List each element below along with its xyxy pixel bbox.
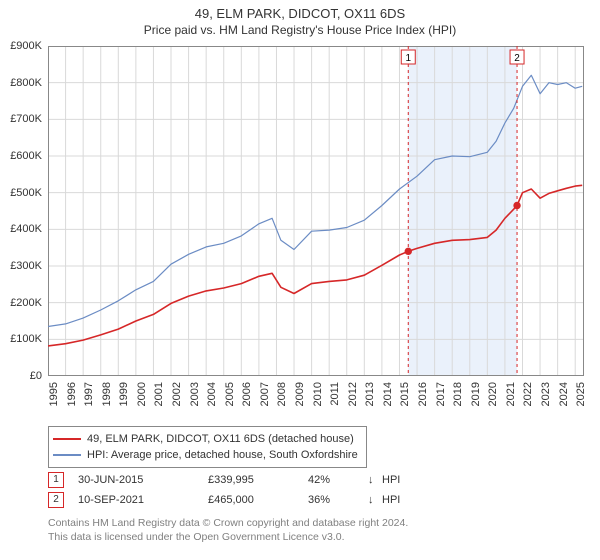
x-tick-label: 2025 xyxy=(575,382,587,406)
x-tick-label: 2022 xyxy=(522,382,534,406)
y-axis-labels: £0£100K£200K£300K£400K£500K£600K£700K£80… xyxy=(0,46,44,376)
x-tick-label: 1999 xyxy=(118,382,130,406)
transaction-date: 10-SEP-2021 xyxy=(78,494,208,506)
x-tick-label: 2014 xyxy=(382,382,394,406)
x-tick-label: 2016 xyxy=(417,382,429,406)
transaction-row: 2 10-SEP-2021£465,00036%↓HPI xyxy=(48,490,422,510)
chart-subtitle: Price paid vs. HM Land Registry's House … xyxy=(0,21,600,41)
x-tick-label: 2001 xyxy=(153,382,165,406)
chart-title: 49, ELM PARK, DIDCOT, OX11 6DS xyxy=(0,0,600,21)
y-tick-label: £200K xyxy=(10,297,42,309)
x-tick-label: 2010 xyxy=(312,382,324,406)
x-tick-label: 2017 xyxy=(435,382,447,406)
y-tick-label: £400K xyxy=(10,223,42,235)
transaction-pct: 42% xyxy=(308,474,368,486)
transaction-marker-badge: 1 xyxy=(48,472,64,488)
transaction-marker-badge: 2 xyxy=(48,492,64,508)
x-tick-label: 2008 xyxy=(276,382,288,406)
svg-text:1: 1 xyxy=(405,53,411,64)
down-arrow-icon: ↓ xyxy=(368,494,382,506)
legend-item: 49, ELM PARK, DIDCOT, OX11 6DS (detached… xyxy=(53,431,358,447)
down-arrow-icon: ↓ xyxy=(368,474,382,486)
x-tick-label: 2015 xyxy=(399,382,411,406)
legend: 49, ELM PARK, DIDCOT, OX11 6DS (detached… xyxy=(48,426,367,468)
x-tick-label: 2000 xyxy=(136,382,148,406)
legend-label: HPI: Average price, detached house, Sout… xyxy=(87,449,358,461)
x-tick-label: 2021 xyxy=(505,382,517,406)
chart-plot-area: 12 xyxy=(48,46,584,376)
footer-attribution: Contains HM Land Registry data © Crown c… xyxy=(48,516,408,544)
x-tick-label: 1995 xyxy=(48,382,60,406)
legend-swatch xyxy=(53,438,81,440)
transactions-table: 1 30-JUN-2015£339,99542%↓HPI 2 10-SEP-2021£… xyxy=(48,470,422,510)
x-tick-label: 2002 xyxy=(171,382,183,406)
x-tick-label: 1996 xyxy=(66,382,78,406)
transaction-compare-label: HPI xyxy=(382,474,422,486)
x-tick-label: 2023 xyxy=(540,382,552,406)
y-tick-label: £0 xyxy=(30,370,42,382)
svg-text:2: 2 xyxy=(514,53,520,64)
x-tick-label: 2018 xyxy=(452,382,464,406)
x-tick-label: 2012 xyxy=(347,382,359,406)
x-tick-label: 2004 xyxy=(206,382,218,406)
y-tick-label: £900K xyxy=(10,40,42,52)
x-tick-label: 2019 xyxy=(470,382,482,406)
chart-container: 49, ELM PARK, DIDCOT, OX11 6DS Price pai… xyxy=(0,0,600,560)
footer-line-2: This data is licensed under the Open Gov… xyxy=(48,530,408,544)
x-tick-label: 2020 xyxy=(487,382,499,406)
legend-swatch xyxy=(53,454,81,456)
x-tick-label: 2006 xyxy=(241,382,253,406)
x-tick-label: 1997 xyxy=(83,382,95,406)
legend-item: HPI: Average price, detached house, Sout… xyxy=(53,447,358,463)
transaction-row: 1 30-JUN-2015£339,99542%↓HPI xyxy=(48,470,422,490)
x-tick-label: 2003 xyxy=(189,382,201,406)
transaction-pct: 36% xyxy=(308,494,368,506)
transaction-price: £339,995 xyxy=(208,474,308,486)
footer-line-1: Contains HM Land Registry data © Crown c… xyxy=(48,516,408,530)
legend-label: 49, ELM PARK, DIDCOT, OX11 6DS (detached… xyxy=(87,433,354,445)
y-tick-label: £300K xyxy=(10,260,42,272)
x-tick-label: 2011 xyxy=(329,382,341,406)
transaction-date: 30-JUN-2015 xyxy=(78,474,208,486)
y-tick-label: £600K xyxy=(10,150,42,162)
x-tick-label: 2013 xyxy=(364,382,376,406)
chart-svg: 12 xyxy=(48,46,584,376)
transaction-price: £465,000 xyxy=(208,494,308,506)
y-tick-label: £100K xyxy=(10,333,42,345)
y-tick-label: £800K xyxy=(10,77,42,89)
transaction-compare-label: HPI xyxy=(382,494,422,506)
x-tick-label: 2005 xyxy=(224,382,236,406)
x-tick-label: 2024 xyxy=(558,382,570,406)
x-tick-label: 2009 xyxy=(294,382,306,406)
x-tick-label: 1998 xyxy=(101,382,113,406)
x-axis-labels: 1995 1996 1997 1998 1999 2000 2001 2002 2003 2004… xyxy=(48,380,584,420)
y-tick-label: £700K xyxy=(10,113,42,125)
y-tick-label: £500K xyxy=(10,187,42,199)
x-tick-label: 2007 xyxy=(259,382,271,406)
